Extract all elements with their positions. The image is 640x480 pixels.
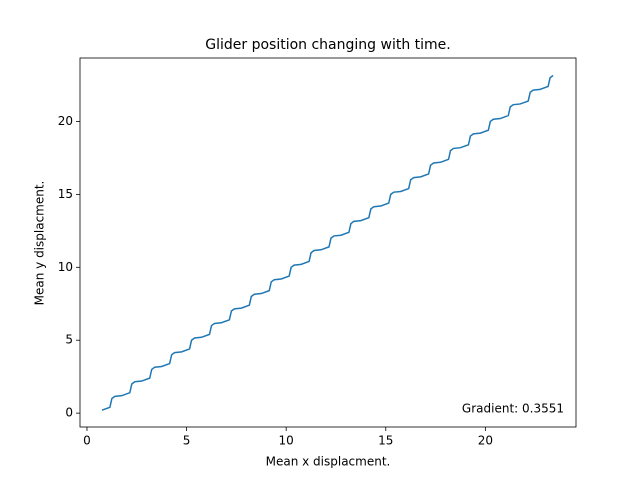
y-tick-label: 0 [65,406,73,420]
y-tick-label: 5 [65,333,73,347]
annotation: Gradient: 0.3551 [462,402,564,416]
x-tick-label: 5 [183,434,191,448]
y-axis-label: Mean y displacment. [33,181,47,306]
x-tick-label: 15 [378,434,393,448]
x-tick-label: 0 [83,434,91,448]
chart-title: Glider position changing with time. [205,37,450,53]
y-tick-label: 20 [58,114,73,128]
x-tick-label: 10 [279,434,294,448]
x-axis-label: Mean x displacment. [266,455,391,469]
y-tick-label: 15 [58,187,73,201]
y-tick-label: 10 [58,260,73,274]
line-series [101,74,554,411]
axes-frame [79,57,577,428]
x-tick-label: 20 [478,434,493,448]
